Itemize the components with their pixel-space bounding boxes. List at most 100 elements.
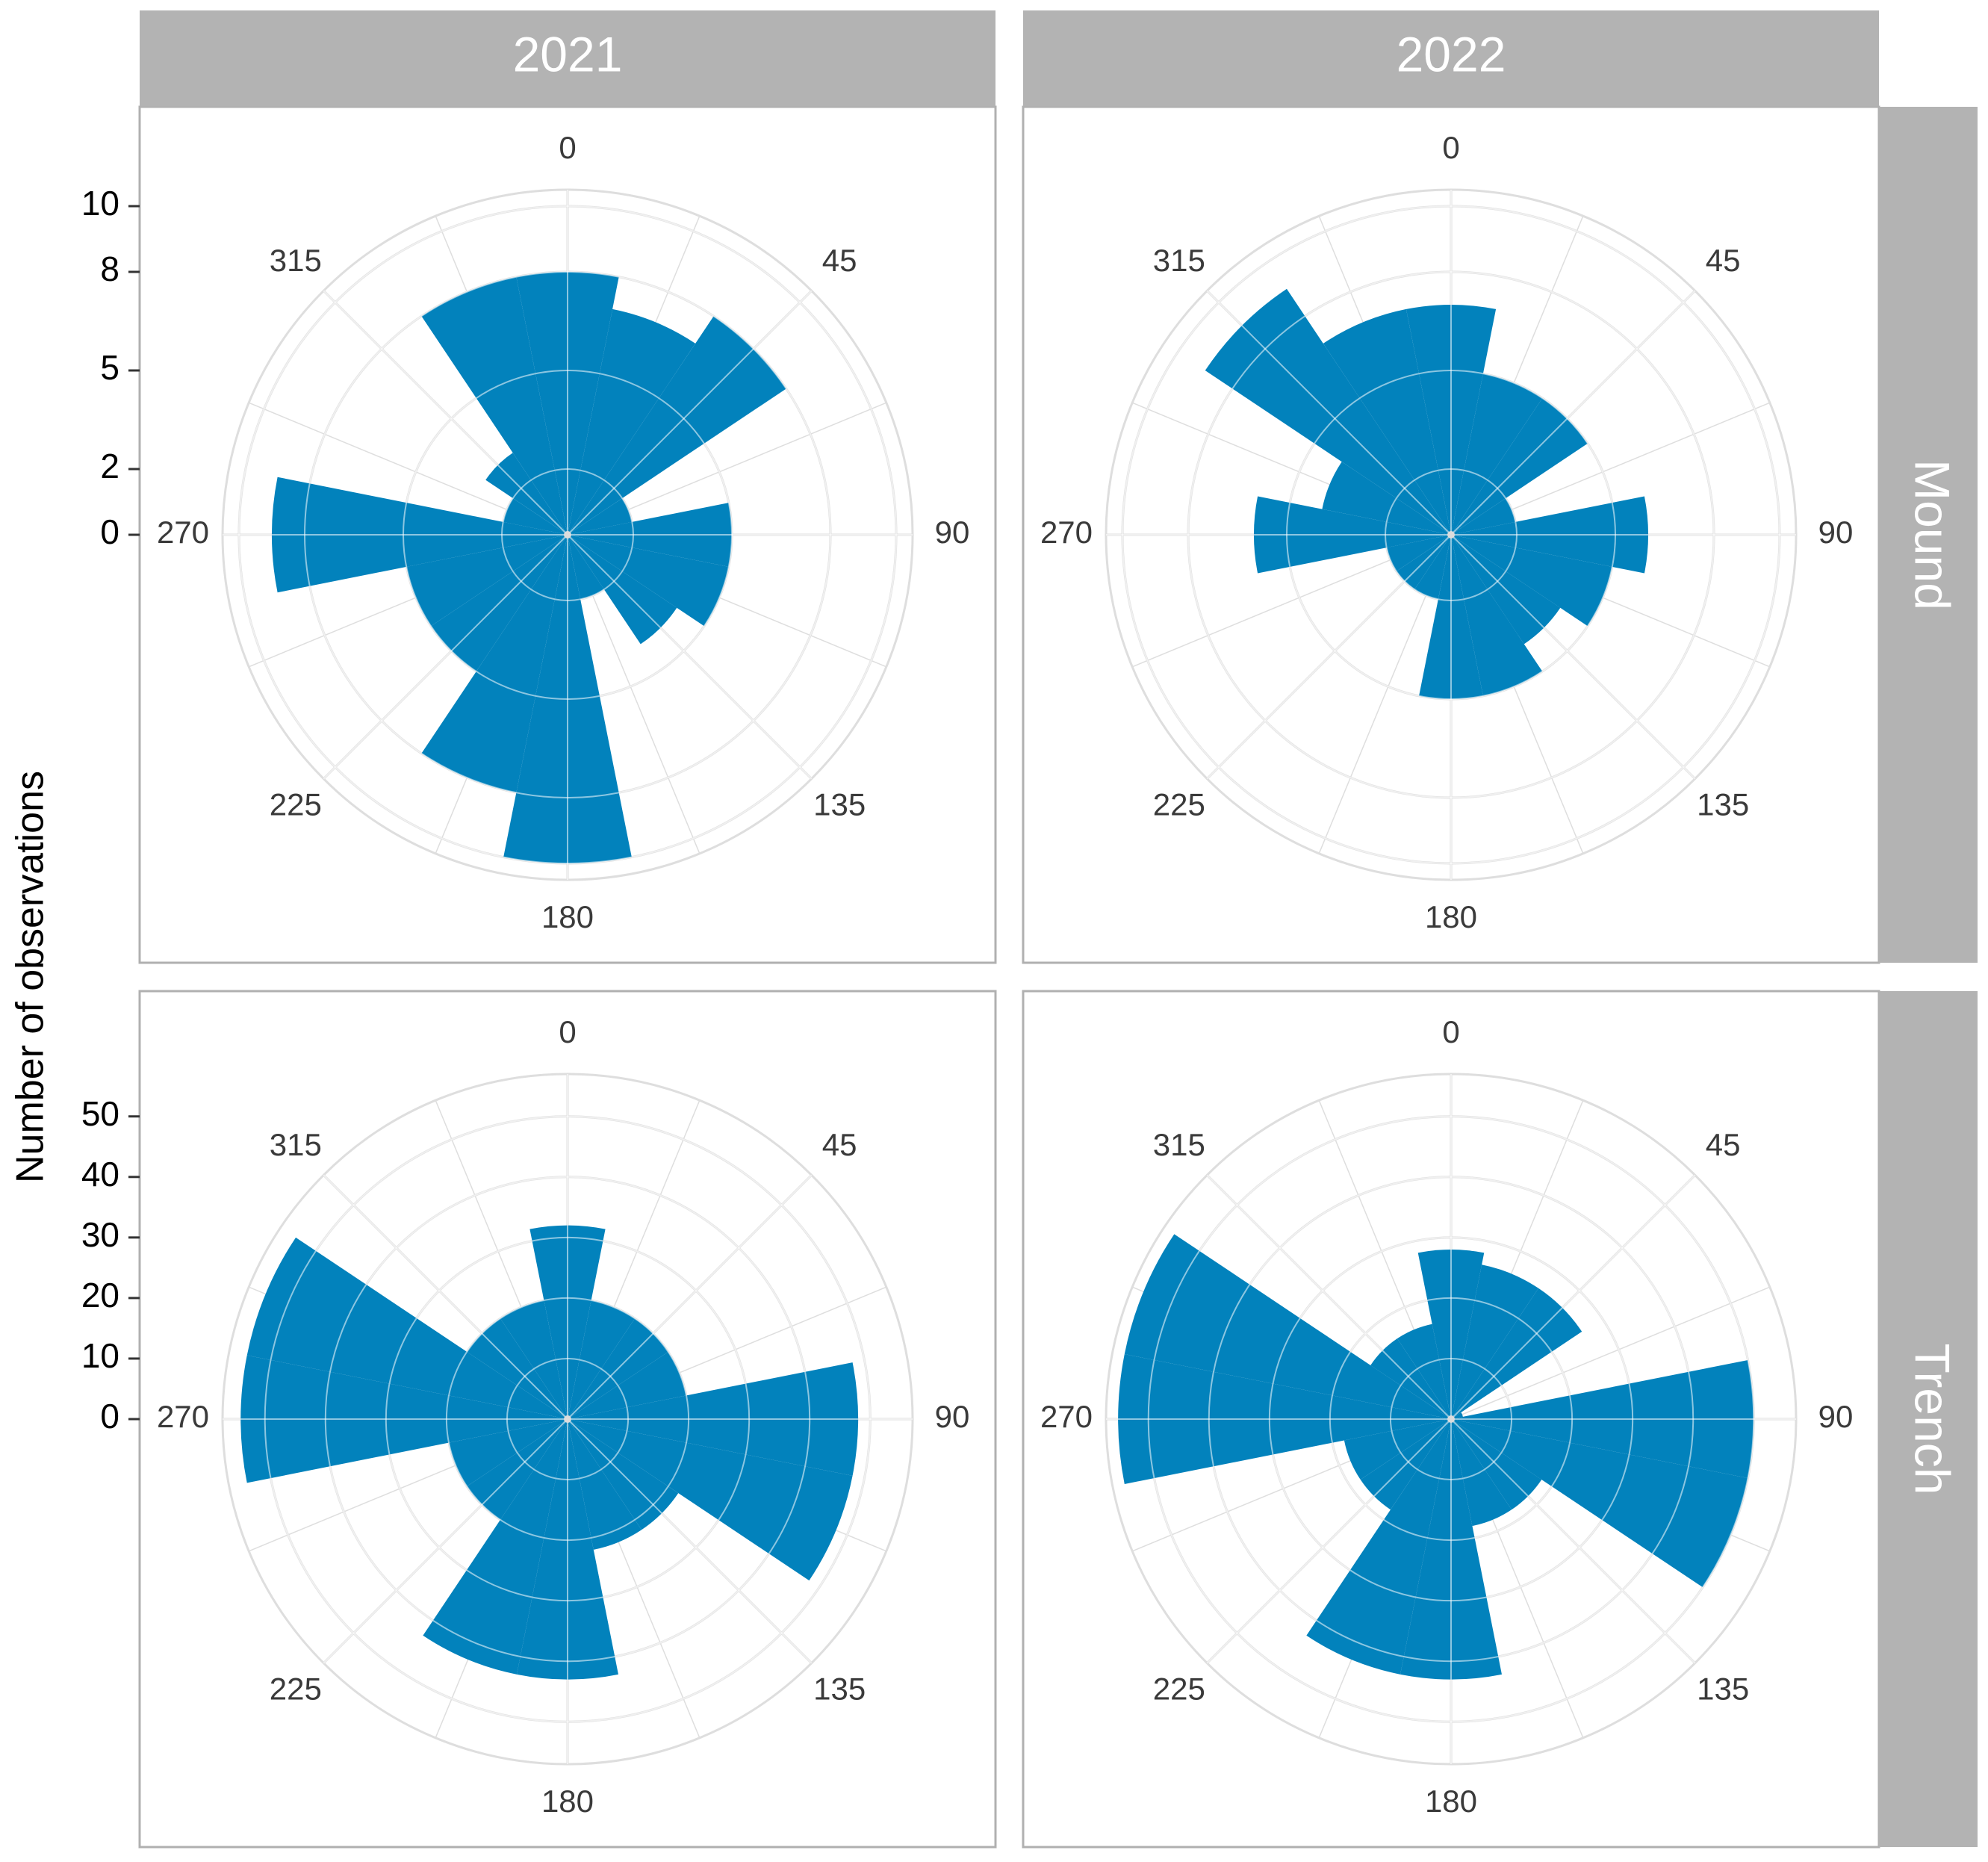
y-tick-label: 0 [100, 1397, 119, 1436]
spoke-overlay [567, 290, 813, 536]
angle-tick-label: 225 [270, 1671, 322, 1706]
rose-bar [246, 1237, 568, 1419]
rose-bar [568, 535, 604, 600]
column-strip-2021 [140, 10, 995, 106]
facet-strips: 2021 2022 Mound Trench [140, 10, 1978, 1847]
spoke-overlay [323, 1418, 568, 1664]
spoke-overlay [1450, 290, 1696, 536]
panel-mound-2021: 0 45 90 135 180 225 270 315 [138, 105, 997, 964]
rose-bar [1451, 498, 1516, 535]
angle-tick-label: 135 [1697, 1671, 1749, 1706]
angle-tick-label: 45 [1706, 243, 1741, 278]
angle-tick-label: 90 [1818, 515, 1854, 550]
rose-bar [423, 1419, 568, 1675]
spoke-overlay [1450, 1174, 1696, 1420]
rose-bar [449, 1419, 568, 1487]
spoke-overlay [323, 290, 568, 536]
angle-tick-label: 180 [1425, 899, 1477, 934]
rose-bar [406, 535, 568, 627]
spoke-overlay [567, 534, 813, 780]
spoke-overlay [1450, 534, 1696, 780]
angle-tick-label: 45 [822, 243, 857, 278]
angle-tick-label: 45 [1706, 1127, 1741, 1162]
rose-bar [1124, 1234, 1451, 1419]
rose-bar [1322, 462, 1451, 535]
rose-bar [1414, 535, 1451, 600]
rose-bar [568, 1300, 636, 1419]
y-tick-label: 40 [81, 1155, 119, 1194]
y-tick-label: 8 [100, 249, 119, 288]
angle-tick-label: 0 [1442, 1014, 1459, 1049]
y-axis-mound: 0 2 5 8 10 [81, 184, 140, 551]
column-strip-2022-label: 2022 [1397, 26, 1506, 81]
angle-tick-label: 90 [935, 515, 970, 550]
center-dot [1447, 1415, 1455, 1423]
center-dot [564, 1415, 571, 1423]
angle-tick-label: 0 [559, 130, 576, 165]
angle-tick-label: 225 [270, 786, 322, 822]
spoke-overlay [1206, 534, 1452, 780]
column-strip-2022 [1023, 10, 1879, 106]
y-tick-label: 10 [81, 1336, 119, 1375]
y-tick-label: 0 [100, 512, 119, 551]
angle-tick-label: 315 [1153, 243, 1205, 278]
rose-bar [1397, 1323, 1451, 1419]
angle-tick-label: 225 [1153, 786, 1205, 822]
angle-tick-label: 315 [270, 243, 322, 278]
spoke-overlay [567, 1174, 813, 1420]
angle-tick-label: 270 [1040, 1399, 1093, 1434]
column-strip-2021-label: 2021 [513, 26, 623, 81]
y-tick-label: 5 [100, 348, 119, 387]
angle-tick-label: 180 [1425, 1784, 1477, 1819]
y-tick-label: 30 [81, 1215, 119, 1254]
rose-bar [1451, 373, 1543, 535]
rose-bar [1386, 535, 1451, 571]
spoke-overlay [323, 534, 568, 780]
rose-bar [1451, 1264, 1539, 1419]
row-strip-trench [1879, 991, 1978, 1847]
angle-tick-label: 225 [1153, 1671, 1205, 1706]
rose-bar [1451, 535, 1612, 627]
rose-bar [568, 1419, 642, 1550]
row-strip-mound [1879, 107, 1978, 963]
rose-bar [1451, 1419, 1748, 1588]
angle-tick-label: 270 [157, 515, 209, 550]
angle-tick-label: 90 [1818, 1399, 1854, 1434]
y-tick-label: 50 [81, 1094, 119, 1133]
rose-bar [568, 535, 729, 627]
spoke-overlay [567, 1418, 813, 1664]
panel-mound-2022: 0 45 90 135 180 225 270 315 [1022, 105, 1880, 964]
spoke-overlay [1450, 1418, 1696, 1664]
rose-bar [1451, 535, 1543, 696]
angle-tick-label: 315 [270, 1127, 322, 1162]
rose-bar [568, 308, 696, 535]
spoke-overlay [1206, 1174, 1452, 1420]
row-strip-mound-label: Mound [1905, 459, 1960, 610]
y-axis-trench: 0 10 20 30 40 50 [81, 1094, 140, 1436]
spoke-overlay [1206, 1418, 1452, 1664]
row-strip-trench-label: Trench [1905, 1344, 1960, 1495]
angle-tick-label: 45 [822, 1127, 857, 1162]
y-axis-title: Number of observations [9, 771, 52, 1183]
angle-tick-label: 135 [1697, 786, 1749, 822]
angle-tick-label: 270 [157, 1399, 209, 1434]
angle-tick-label: 180 [541, 1784, 594, 1819]
y-tick-label: 2 [100, 447, 119, 485]
rose-bar [503, 498, 568, 535]
rose-bar [1344, 1419, 1451, 1480]
panels: 0 45 90 135 180 225 270 315 0 45 90 135 180 225 270 315… [138, 105, 1880, 1849]
rose-bar [568, 1351, 686, 1419]
y-tick-label: 10 [81, 184, 119, 223]
spoke-overlay [1206, 290, 1452, 536]
y-tick-label: 20 [81, 1276, 119, 1315]
angle-tick-label: 90 [935, 1399, 970, 1434]
rose-bar [568, 498, 633, 535]
angle-tick-label: 180 [541, 899, 594, 934]
angle-tick-label: 135 [813, 1671, 866, 1706]
rose-bar [568, 1419, 853, 1581]
rose-bar [421, 276, 568, 535]
y-axes: 0 2 5 8 10 0 10 20 30 40 50 [81, 184, 140, 1436]
rose-bar [500, 1300, 568, 1419]
angle-tick-label: 135 [813, 786, 866, 822]
